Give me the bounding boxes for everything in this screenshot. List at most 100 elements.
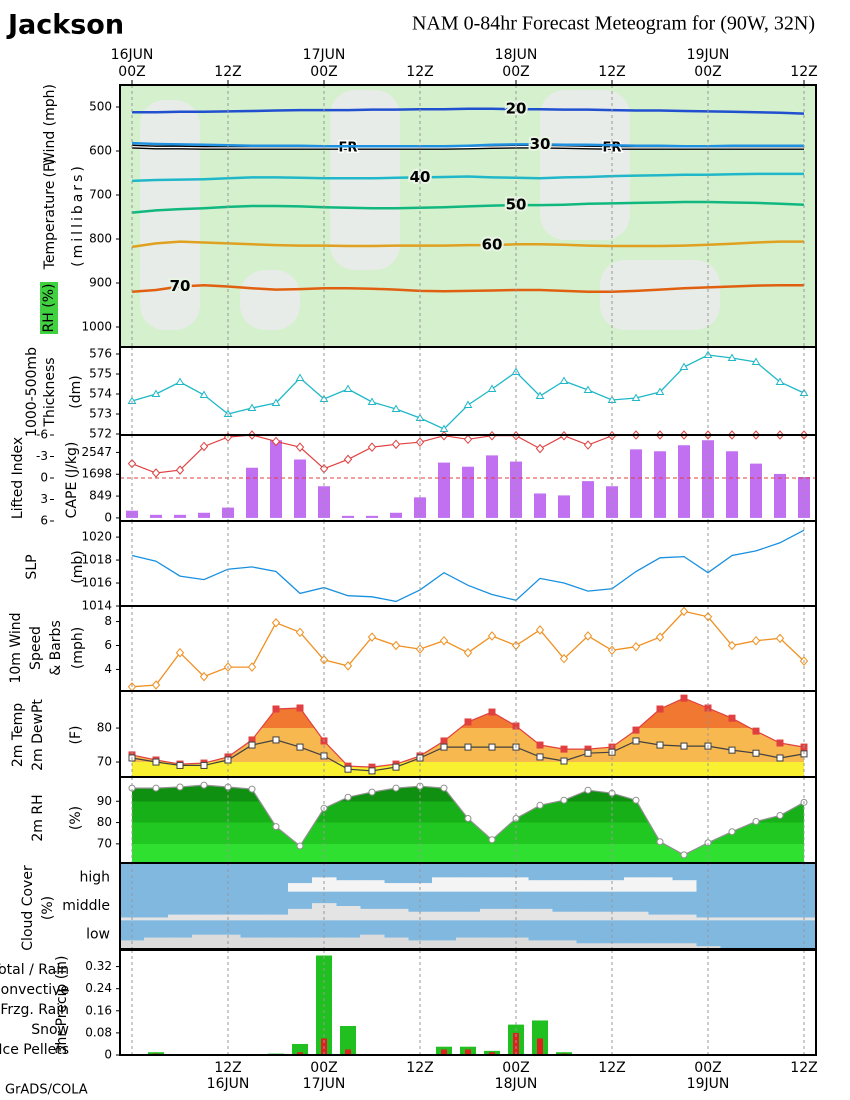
point-marker (487, 384, 497, 392)
top-time-label: 12Z (598, 64, 625, 80)
legend-label: Total / Rain (0, 962, 69, 978)
panel-label: (millibars) (70, 163, 86, 267)
point-marker (175, 465, 185, 475)
y-tick-label: 80 (97, 815, 112, 829)
y2-tick-label: 3 (40, 492, 48, 506)
point-marker (752, 817, 760, 825)
cloud-block (168, 914, 193, 921)
bottom-date-label: 16JUN (207, 1076, 250, 1092)
isotherm-label: 50 (506, 196, 527, 214)
cape-bar (462, 466, 474, 518)
cape-bar (390, 512, 402, 518)
point-marker (296, 842, 304, 850)
cape-bar (174, 514, 186, 518)
panel-frame (119, 346, 817, 436)
point-marker (176, 761, 184, 769)
y-tick-label: 900 (89, 275, 112, 289)
cloud-block (384, 908, 409, 921)
cape-bar (150, 514, 162, 518)
point-marker (295, 627, 305, 638)
panel-label: Speed (28, 626, 44, 670)
point-marker (560, 745, 568, 753)
panel-label: Thickness (42, 357, 58, 427)
y-tick-label: 80 (97, 721, 112, 735)
point-marker (176, 783, 184, 791)
top-time-label: 00Z (694, 64, 721, 80)
cloud-block (360, 934, 385, 949)
panel-label: (J/kg) (64, 442, 80, 479)
isotherm-label: 70 (170, 277, 191, 295)
point-marker (560, 757, 568, 765)
point-marker (536, 801, 544, 809)
point-marker (751, 635, 761, 646)
point-marker (175, 377, 185, 385)
cloud-block (672, 914, 697, 921)
title: Jackson (6, 10, 124, 41)
isotherm (131, 200, 805, 214)
cloud-block (624, 943, 649, 949)
point-marker (487, 631, 497, 641)
point-marker (440, 737, 448, 745)
y-tick-label: 1020 (81, 530, 112, 544)
top-date-label: 16JUN (111, 47, 154, 63)
y-tick-label: 0.32 (85, 959, 112, 973)
rh-shading-patch (540, 90, 630, 240)
rh-shading-patch (330, 90, 400, 270)
point-marker (151, 389, 161, 397)
cape-bar (342, 515, 354, 518)
top-time-label: 00Z (118, 64, 145, 80)
data-line (131, 354, 805, 430)
point-marker (751, 357, 761, 365)
cape-bar (222, 507, 234, 518)
panel-frame (119, 949, 817, 1056)
point-marker (463, 400, 473, 408)
point-marker (440, 743, 448, 751)
cape-bar (678, 445, 690, 518)
cloud-block (144, 917, 169, 921)
y-tick-label: 600 (89, 143, 112, 157)
panel-label: & Barbs (48, 620, 64, 676)
point-marker (199, 390, 209, 398)
panel-label: (%) (68, 806, 84, 830)
cloud-block (360, 908, 385, 921)
panel-label: (mb) (70, 550, 86, 583)
rh-legend-box (40, 282, 58, 334)
point-marker (584, 786, 592, 794)
top-time-label: 00Z (310, 64, 337, 80)
top-date-label: 17JUN (303, 47, 346, 63)
y-tick-label: 0.08 (85, 1025, 112, 1039)
freezing-label: FR (339, 140, 358, 155)
cloud-block (600, 943, 625, 949)
cloud-block (336, 906, 361, 921)
precip-bar (297, 1052, 303, 1055)
point-marker (344, 765, 352, 773)
top-date-label: 19JUN (687, 47, 730, 63)
y-tick-label: 2547 (81, 445, 112, 459)
cloud-block (192, 934, 217, 949)
cape-bar (486, 455, 498, 518)
panel-label: 1000-500mb (24, 347, 40, 437)
bottom-date-label: 17JUN (303, 1076, 346, 1092)
bottom-time-label: 00Z (694, 1060, 721, 1076)
cloud-block (384, 883, 409, 892)
cloud-block (480, 937, 505, 949)
cloud-block (168, 937, 193, 949)
point-marker (272, 705, 280, 713)
cloud-block (672, 880, 697, 892)
top-time-label: 00Z (502, 64, 529, 80)
top-time-label: 12Z (214, 64, 241, 80)
point-marker (367, 442, 377, 452)
point-marker (272, 823, 280, 831)
point-marker (680, 742, 688, 750)
point-marker (343, 454, 353, 465)
data-line (131, 529, 805, 603)
panel-label: 2m Temp (10, 703, 26, 767)
point-marker (727, 353, 737, 361)
legend-label: Ice Pellets (0, 1042, 69, 1058)
point-marker (776, 754, 784, 762)
cloud-block (264, 914, 289, 921)
point-marker (464, 743, 472, 751)
bottom-time-label: 12Z (214, 1060, 241, 1076)
top-date-label: 18JUN (495, 47, 538, 63)
precip-bar (537, 1038, 543, 1055)
